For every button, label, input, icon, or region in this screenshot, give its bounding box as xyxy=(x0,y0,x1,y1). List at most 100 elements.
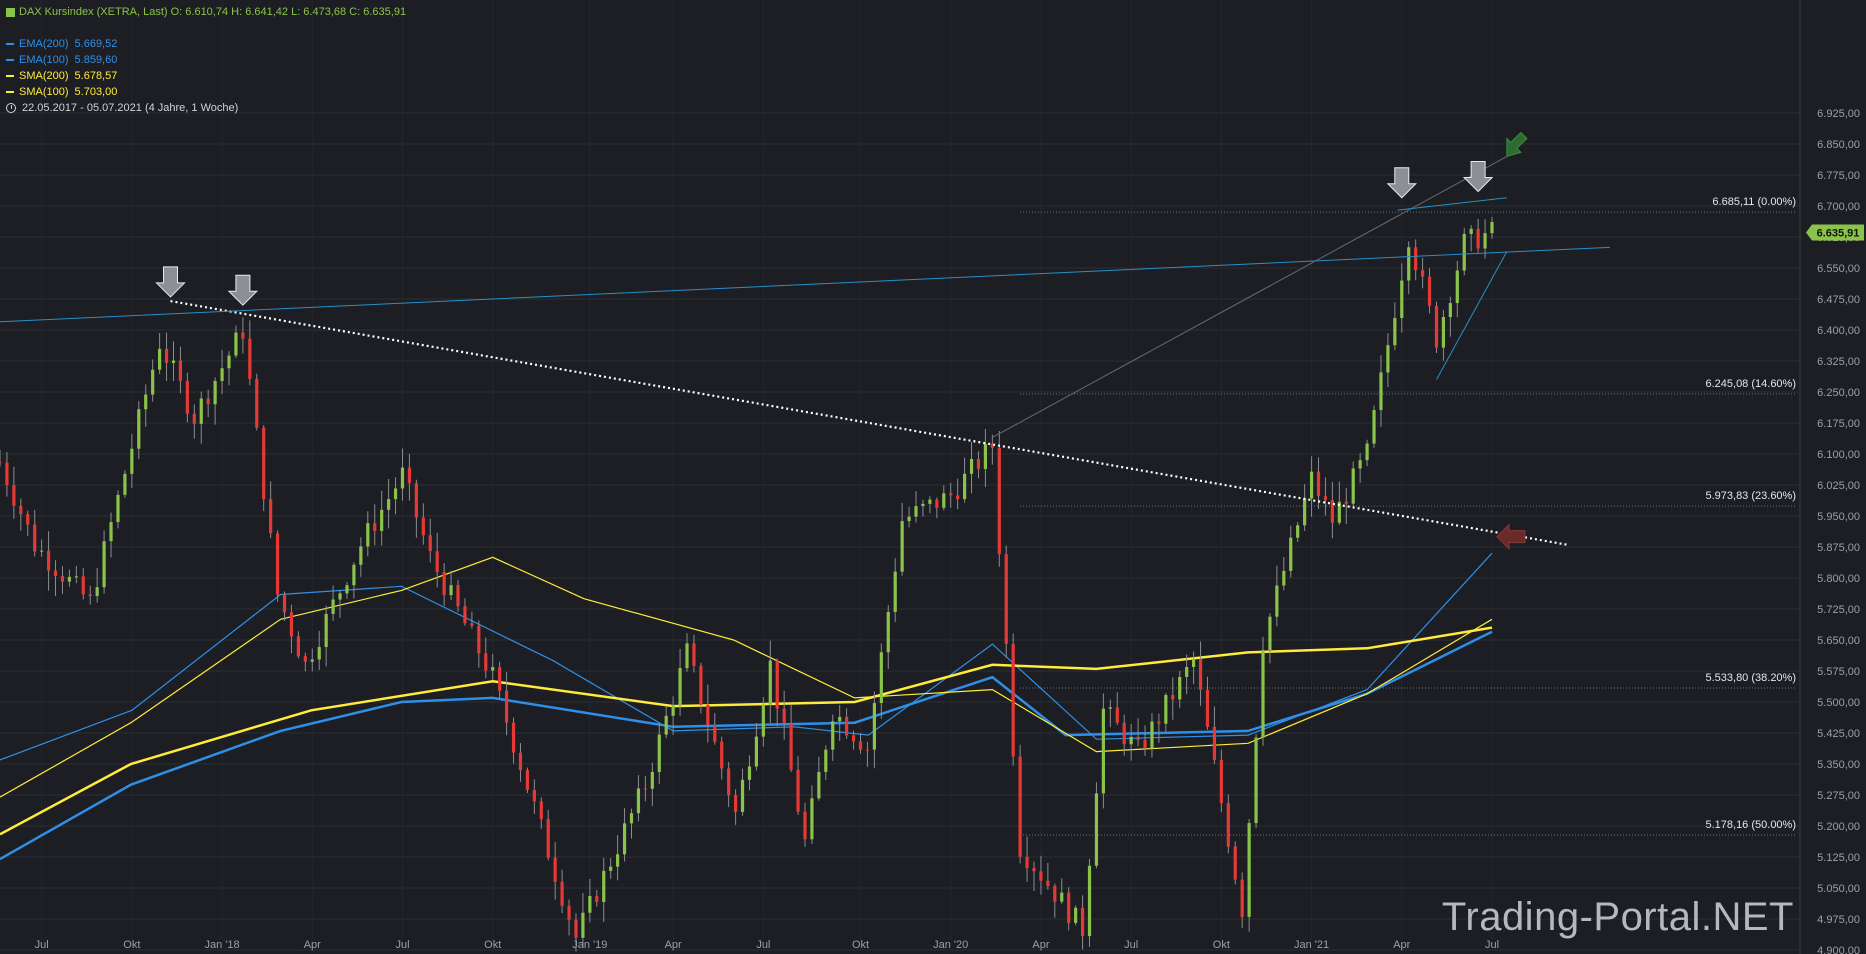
candle-body xyxy=(595,895,599,902)
candle-body xyxy=(262,427,266,500)
candle-body xyxy=(650,771,654,789)
candle-body xyxy=(95,587,99,597)
candle-body xyxy=(1296,525,1300,538)
candle-body xyxy=(442,572,446,596)
candle-body xyxy=(754,736,759,767)
candle-body xyxy=(1074,907,1078,923)
candle-body xyxy=(997,447,1001,555)
legend-indicator-name: SMA(100) xyxy=(19,86,69,98)
candle-body xyxy=(144,394,148,410)
candle-body xyxy=(164,348,169,363)
candle-body xyxy=(775,660,779,709)
time-tick-label: Jul xyxy=(1485,939,1499,951)
candle-body xyxy=(296,636,300,657)
candle-body xyxy=(241,332,245,339)
candle-body xyxy=(1046,880,1050,886)
candle-body xyxy=(192,413,196,424)
candle-body xyxy=(609,866,613,871)
candle-body xyxy=(1185,666,1189,677)
candle-body xyxy=(1108,707,1112,709)
watermark: Trading-Portal.NET xyxy=(1441,895,1794,939)
down-arrow-marker xyxy=(155,266,186,298)
price-tick-label: 6.475,00 xyxy=(1817,294,1860,306)
candle-body xyxy=(0,462,2,464)
candle-body xyxy=(657,734,661,772)
price-tick-label: 5.425,00 xyxy=(1817,728,1860,740)
candle-body xyxy=(477,625,481,654)
price-tick-label: 5.950,00 xyxy=(1817,511,1860,523)
candle-body xyxy=(1462,233,1466,271)
red-arrow-marker xyxy=(1496,523,1526,550)
trendlines xyxy=(0,155,1610,547)
candle-body xyxy=(851,735,856,742)
candle-body xyxy=(1143,739,1147,749)
candle-body xyxy=(789,723,793,770)
candle-body xyxy=(1122,722,1126,745)
time-tick-label: Apr xyxy=(1032,939,1049,951)
candle-body xyxy=(602,870,606,902)
candle-body xyxy=(178,360,183,381)
candle-body xyxy=(1087,865,1092,937)
candle-body xyxy=(269,499,273,534)
down-arrow-marker xyxy=(1386,167,1417,199)
candle-body xyxy=(1469,228,1473,234)
candle-body xyxy=(1212,726,1217,760)
candle-body xyxy=(1094,793,1099,866)
candle-body xyxy=(1011,643,1015,757)
candle-body xyxy=(560,881,564,906)
legend-indicators: EMA(200) 5.669,52 EMA(100) 5.859,60 SMA(200)… xyxy=(6,36,406,100)
candle-body xyxy=(733,795,738,812)
price-tick-label: 5.650,00 xyxy=(1817,635,1860,647)
candle-body xyxy=(761,704,765,737)
price-tick-label: 5.500,00 xyxy=(1817,697,1860,709)
candle-body xyxy=(525,770,530,790)
time-tick-label: Okt xyxy=(852,939,869,951)
candle-body xyxy=(1393,317,1397,346)
candle-body xyxy=(1254,737,1258,824)
legend-swatch xyxy=(6,59,14,61)
price-tick-label: 5.800,00 xyxy=(1817,573,1860,585)
candle-body xyxy=(1178,676,1182,700)
candle-body xyxy=(935,499,939,508)
candle-body xyxy=(227,355,231,369)
candle-body xyxy=(900,521,904,572)
candle-body xyxy=(338,593,342,600)
candle-body xyxy=(831,721,835,750)
candle-body xyxy=(123,473,127,495)
down-arrow-marker xyxy=(227,274,259,306)
price-tick-label: 4.900,00 xyxy=(1817,945,1860,954)
price-tick-label: 6.250,00 xyxy=(1817,387,1860,399)
candle-body xyxy=(581,912,585,938)
candle-body xyxy=(865,749,870,751)
candle-body xyxy=(706,704,710,726)
legend-indicator-name: EMA(200) xyxy=(19,38,69,50)
legend-ghost-text xyxy=(6,20,9,36)
candle-body xyxy=(359,546,363,565)
markers xyxy=(155,131,1528,550)
candle-body xyxy=(1330,500,1334,523)
candle-body xyxy=(220,368,224,382)
candle-body xyxy=(629,813,634,824)
candle-body xyxy=(234,332,238,356)
candle-body xyxy=(40,550,44,552)
legend-indicator-name: EMA(100) xyxy=(19,54,69,66)
ema200-line xyxy=(0,552,1493,761)
candle-body xyxy=(88,594,92,597)
candle-body xyxy=(1004,554,1008,644)
candle-body xyxy=(331,599,335,614)
candle-body xyxy=(275,533,280,595)
candle-body xyxy=(1080,907,1085,937)
candle-body xyxy=(414,483,418,518)
candle-body xyxy=(1157,721,1161,724)
candle-body xyxy=(1372,410,1376,444)
candle-body xyxy=(373,523,377,531)
price-tick-label: 5.200,00 xyxy=(1817,821,1860,833)
time-tick-label: Okt xyxy=(123,939,140,951)
candle-body xyxy=(53,570,58,577)
candle-body xyxy=(1060,892,1064,902)
candle-body xyxy=(720,741,724,769)
candle-body xyxy=(768,660,772,705)
candle-body xyxy=(845,716,849,736)
